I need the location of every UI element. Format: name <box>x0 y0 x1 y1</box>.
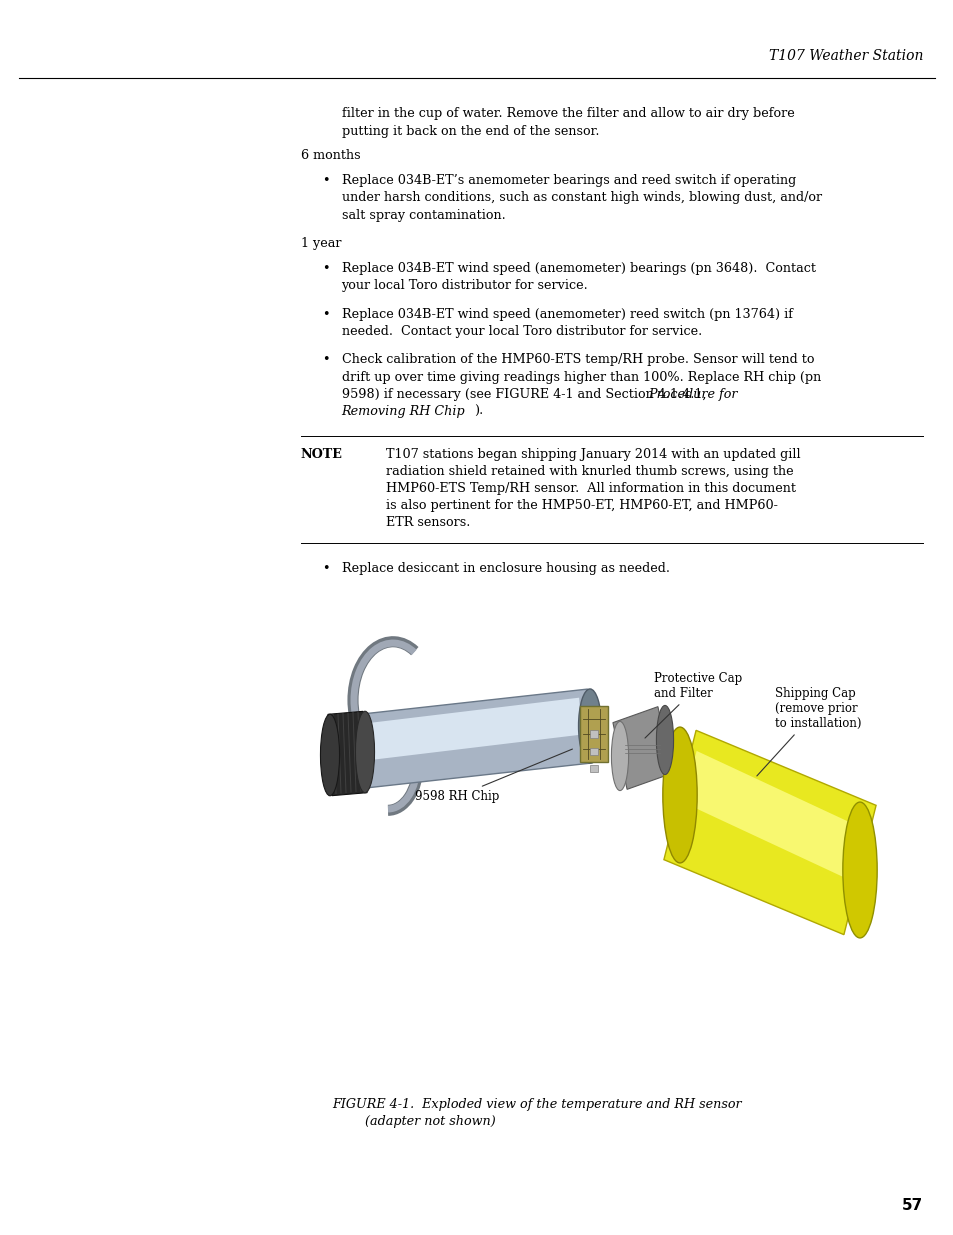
Text: drift up over time giving readings higher than 100%. Replace RH chip (pn: drift up over time giving readings highe… <box>341 370 820 384</box>
Text: FIGURE 4-1.  Exploded view of the temperature and RH sensor: FIGURE 4-1. Exploded view of the tempera… <box>332 1098 740 1112</box>
Text: needed.  Contact your local Toro distributor for service.: needed. Contact your local Toro distribu… <box>341 325 701 338</box>
Text: •: • <box>322 262 330 275</box>
Polygon shape <box>612 706 671 789</box>
Polygon shape <box>363 698 581 761</box>
Ellipse shape <box>841 802 876 937</box>
Text: putting it back on the end of the sensor.: putting it back on the end of the sensor… <box>341 125 598 138</box>
Text: Protective Cap
and Filter: Protective Cap and Filter <box>644 672 741 739</box>
Text: 9598) if necessary (see FIGURE 4-1 and Section 4.1.4.1,: 9598) if necessary (see FIGURE 4-1 and S… <box>341 388 709 401</box>
Text: Replace desiccant in enclosure housing as needed.: Replace desiccant in enclosure housing a… <box>341 562 669 576</box>
Text: filter in the cup of water. Remove the filter and allow to air dry before: filter in the cup of water. Remove the f… <box>341 107 794 121</box>
Ellipse shape <box>656 705 673 774</box>
Text: Procedure for: Procedure for <box>647 388 737 401</box>
Ellipse shape <box>320 714 339 795</box>
Text: your local Toro distributor for service.: your local Toro distributor for service. <box>341 279 588 293</box>
Text: under harsh conditions, such as constant high winds, blowing dust, and/or: under harsh conditions, such as constant… <box>341 191 821 205</box>
Polygon shape <box>663 730 875 935</box>
Text: HMP60-ETS Temp/RH sensor.  All information in this document: HMP60-ETS Temp/RH sensor. All informatio… <box>386 483 796 495</box>
Bar <box>590 747 598 755</box>
Text: ).: ). <box>474 405 483 419</box>
Ellipse shape <box>355 711 375 793</box>
Polygon shape <box>681 751 857 877</box>
Ellipse shape <box>343 715 366 789</box>
Text: ETR sensors.: ETR sensors. <box>386 516 470 530</box>
Text: is also pertinent for the HMP50-ET, HMP60-ET, and HMP60-: is also pertinent for the HMP50-ET, HMP6… <box>386 499 778 513</box>
Text: Check calibration of the HMP60-ETS temp/RH probe. Sensor will tend to: Check calibration of the HMP60-ETS temp/… <box>341 353 813 367</box>
Text: Removing RH Chip: Removing RH Chip <box>341 405 465 419</box>
Text: T107 Weather Station: T107 Weather Station <box>768 49 923 63</box>
Text: Replace 034B-ET wind speed (anemometer) bearings (pn 3648).  Contact: Replace 034B-ET wind speed (anemometer) … <box>341 262 815 275</box>
Text: 1 year: 1 year <box>300 237 340 251</box>
Ellipse shape <box>611 721 628 790</box>
FancyBboxPatch shape <box>579 705 608 762</box>
Text: •: • <box>322 353 330 367</box>
Polygon shape <box>328 711 367 795</box>
Text: NOTE: NOTE <box>300 448 342 462</box>
Text: radiation shield retained with knurled thumb screws, using the: radiation shield retained with knurled t… <box>386 466 793 478</box>
Text: Replace 034B-ET wind speed (anemometer) reed switch (pn 13764) if: Replace 034B-ET wind speed (anemometer) … <box>341 308 792 321</box>
Text: salt spray contamination.: salt spray contamination. <box>341 209 505 222</box>
Text: 9598 RH Chip: 9598 RH Chip <box>415 750 572 803</box>
Polygon shape <box>353 689 592 789</box>
Text: T107 stations began shipping January 2014 with an updated gill: T107 stations began shipping January 201… <box>386 448 801 462</box>
Text: Shipping Cap
(remove prior
to installation): Shipping Cap (remove prior to installati… <box>756 687 861 776</box>
Text: •: • <box>322 308 330 321</box>
Text: •: • <box>322 562 330 576</box>
Text: 6 months: 6 months <box>300 149 360 163</box>
Text: 57: 57 <box>902 1198 923 1213</box>
Bar <box>590 730 598 737</box>
Text: Replace 034B-ET’s anemometer bearings and reed switch if operating: Replace 034B-ET’s anemometer bearings an… <box>341 174 795 188</box>
Ellipse shape <box>578 689 600 763</box>
Ellipse shape <box>662 727 697 863</box>
Text: (adapter not shown): (adapter not shown) <box>365 1115 496 1129</box>
Bar <box>590 764 598 772</box>
Text: •: • <box>322 174 330 188</box>
